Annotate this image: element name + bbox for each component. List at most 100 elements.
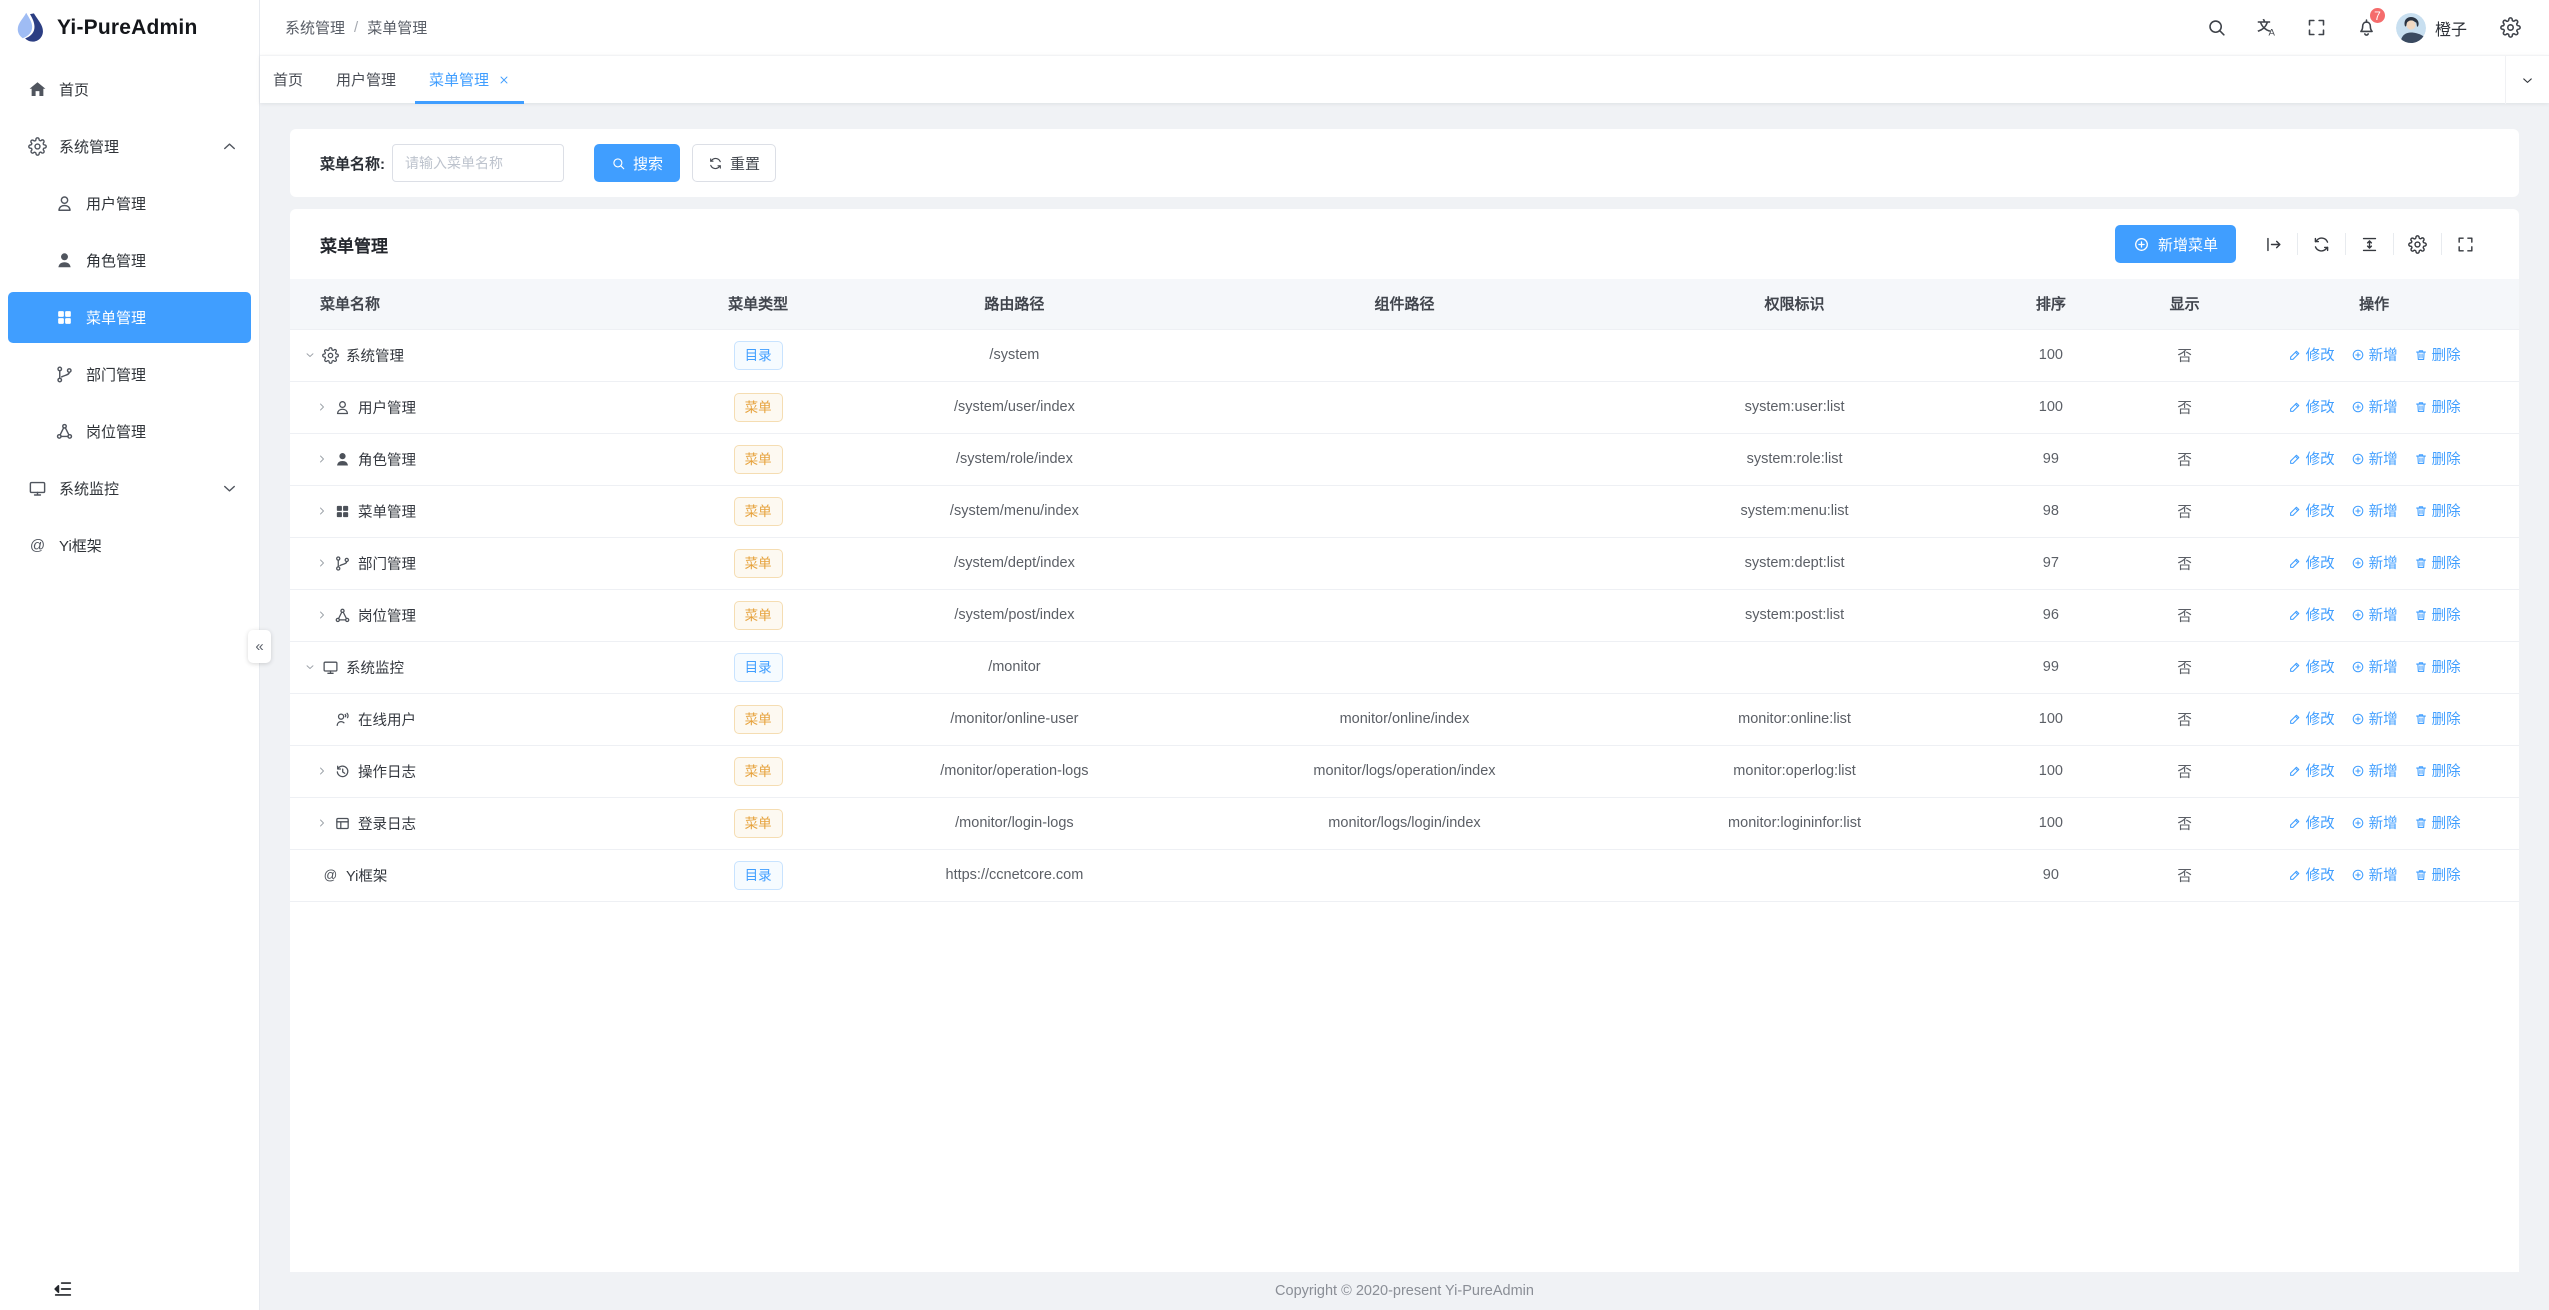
add-label: 新增 bbox=[2368, 660, 2398, 677]
menu-type-tag: 菜单 bbox=[733, 496, 783, 526]
tab-home[interactable]: 首页 bbox=[273, 56, 303, 104]
permission-key: monitor:logininfor:list bbox=[1627, 797, 1962, 850]
route-path: /system/post/index bbox=[847, 589, 1182, 642]
route-path: https://ccnetcore.com bbox=[847, 849, 1182, 902]
edit-link[interactable]: 修改 bbox=[2288, 448, 2335, 469]
row-expand-chevron[interactable] bbox=[316, 401, 329, 413]
menu-name-input[interactable] bbox=[392, 144, 564, 182]
refresh-table-icon[interactable] bbox=[2297, 233, 2345, 255]
breadcrumb-item-system[interactable]: 系统管理 bbox=[285, 20, 346, 37]
sort-order: 97 bbox=[1961, 537, 2141, 590]
row-expand-chevron[interactable] bbox=[316, 453, 329, 465]
settings-gear-icon[interactable] bbox=[2485, 0, 2535, 55]
expand-toggle-icon[interactable] bbox=[2250, 233, 2297, 255]
add-link[interactable]: 新增 bbox=[2351, 448, 2398, 469]
edit-link[interactable]: 修改 bbox=[2288, 500, 2335, 521]
row-expand-chevron[interactable] bbox=[316, 505, 329, 517]
sidebar-item-菜单管理[interactable]: 菜单管理 bbox=[8, 292, 251, 343]
component-path bbox=[1181, 328, 1628, 382]
row-expand-chevron[interactable] bbox=[304, 349, 317, 361]
edit-link[interactable]: 修改 bbox=[2288, 604, 2335, 625]
plus-circle-icon bbox=[2351, 556, 2365, 570]
delete-link[interactable]: 删除 bbox=[2414, 812, 2461, 833]
edit-link[interactable]: 修改 bbox=[2288, 344, 2335, 365]
edit-link[interactable]: 修改 bbox=[2288, 656, 2335, 677]
add-link[interactable]: 新增 bbox=[2351, 552, 2398, 573]
tab-close-icon[interactable] bbox=[498, 74, 510, 86]
route-path: /system/role/index bbox=[847, 433, 1182, 486]
delete-link[interactable]: 删除 bbox=[2414, 604, 2461, 625]
sidebar-item-Yi框架[interactable]: @ Yi框架 bbox=[8, 520, 251, 571]
add-menu-button[interactable]: 新增菜单 bbox=[2114, 225, 2236, 263]
tab-menu-management[interactable]: 菜单管理 bbox=[415, 56, 525, 104]
notification-bell-icon[interactable]: 7 bbox=[2342, 0, 2392, 55]
sidebar-item-岗位管理[interactable]: 岗位管理 bbox=[8, 406, 251, 457]
permission-key: system:post:list bbox=[1627, 589, 1962, 642]
delete-link[interactable]: 删除 bbox=[2414, 448, 2461, 469]
table-row: 菜单管理 菜单/system/menu/index system:menu:list… bbox=[290, 485, 2519, 538]
edit-icon bbox=[2288, 504, 2302, 518]
delete-link[interactable]: 删除 bbox=[2414, 656, 2461, 677]
column-settings-icon[interactable] bbox=[2393, 233, 2441, 255]
sidebar-item-系统监控[interactable]: 系统监控 bbox=[8, 463, 251, 514]
fold-icon bbox=[52, 1278, 74, 1300]
add-link[interactable]: 新增 bbox=[2351, 396, 2398, 417]
sort-order: 98 bbox=[1961, 485, 2141, 538]
add-link[interactable]: 新增 bbox=[2351, 708, 2398, 729]
permission-key bbox=[1627, 849, 1962, 902]
delete-link[interactable]: 删除 bbox=[2414, 500, 2461, 521]
delete-link[interactable]: 删除 bbox=[2414, 396, 2461, 417]
add-link[interactable]: 新增 bbox=[2351, 344, 2398, 365]
sidebar-item-部门管理[interactable]: 部门管理 bbox=[8, 349, 251, 400]
row-expand-chevron[interactable] bbox=[316, 557, 329, 569]
row-expand-chevron[interactable] bbox=[304, 661, 317, 673]
sidebar-collapse-handle[interactable]: « bbox=[248, 630, 271, 663]
reset-button[interactable]: 重置 bbox=[692, 144, 777, 182]
edit-link[interactable]: 修改 bbox=[2288, 812, 2335, 833]
sidebar-item-系统管理[interactable]: 系统管理 bbox=[8, 121, 251, 172]
username: 橙子 bbox=[2434, 21, 2467, 39]
table-fullscreen-icon[interactable] bbox=[2441, 233, 2489, 255]
delete-link[interactable]: 删除 bbox=[2414, 344, 2461, 365]
delete-link[interactable]: 删除 bbox=[2414, 760, 2461, 781]
sidebar-fold-icon[interactable] bbox=[52, 1278, 76, 1302]
row-expand-chevron[interactable] bbox=[316, 609, 329, 621]
delete-label: 删除 bbox=[2431, 868, 2461, 885]
add-link[interactable]: 新增 bbox=[2351, 656, 2398, 677]
add-link[interactable]: 新增 bbox=[2351, 812, 2398, 833]
tab-user-management[interactable]: 用户管理 bbox=[336, 56, 396, 104]
user-menu[interactable]: 橙子 bbox=[2395, 12, 2479, 43]
row-expand-chevron[interactable] bbox=[316, 817, 329, 829]
sidebar-item-首页[interactable]: 首页 bbox=[8, 64, 251, 115]
delete-link[interactable]: 删除 bbox=[2414, 552, 2461, 573]
edit-link[interactable]: 修改 bbox=[2288, 552, 2335, 573]
fullscreen-icon[interactable] bbox=[2292, 0, 2342, 55]
density-icon[interactable] bbox=[2345, 233, 2393, 255]
tab-overflow-chevron[interactable] bbox=[2505, 56, 2549, 104]
delete-link[interactable]: 删除 bbox=[2414, 864, 2461, 885]
edit-link[interactable]: 修改 bbox=[2288, 760, 2335, 781]
sidebar-item-用户管理[interactable]: 用户管理 bbox=[8, 178, 251, 229]
route-path: /monitor bbox=[847, 641, 1182, 694]
edit-label: 修改 bbox=[2305, 868, 2335, 885]
permission-key: monitor:online:list bbox=[1627, 693, 1962, 746]
search-button[interactable]: 搜索 bbox=[594, 144, 681, 182]
route-path: /system/menu/index bbox=[847, 485, 1182, 538]
column-header-5: 排序 bbox=[1961, 279, 2141, 329]
search-icon[interactable] bbox=[2192, 0, 2242, 55]
edit-link[interactable]: 修改 bbox=[2288, 864, 2335, 885]
edit-link[interactable]: 修改 bbox=[2288, 396, 2335, 417]
app-title: Yi-PureAdmin bbox=[57, 15, 198, 39]
add-link[interactable]: 新增 bbox=[2351, 864, 2398, 885]
delete-label: 删除 bbox=[2431, 504, 2461, 521]
sidebar-item-角色管理[interactable]: 角色管理 bbox=[8, 235, 251, 286]
add-link[interactable]: 新增 bbox=[2351, 500, 2398, 521]
fullscreen-glyph-icon bbox=[2306, 17, 2327, 38]
delete-link[interactable]: 删除 bbox=[2414, 708, 2461, 729]
row-expand-chevron[interactable] bbox=[316, 765, 329, 777]
add-link[interactable]: 新增 bbox=[2351, 760, 2398, 781]
edit-link[interactable]: 修改 bbox=[2288, 708, 2335, 729]
toolbar-icons bbox=[2250, 233, 2489, 255]
add-link[interactable]: 新增 bbox=[2351, 604, 2398, 625]
